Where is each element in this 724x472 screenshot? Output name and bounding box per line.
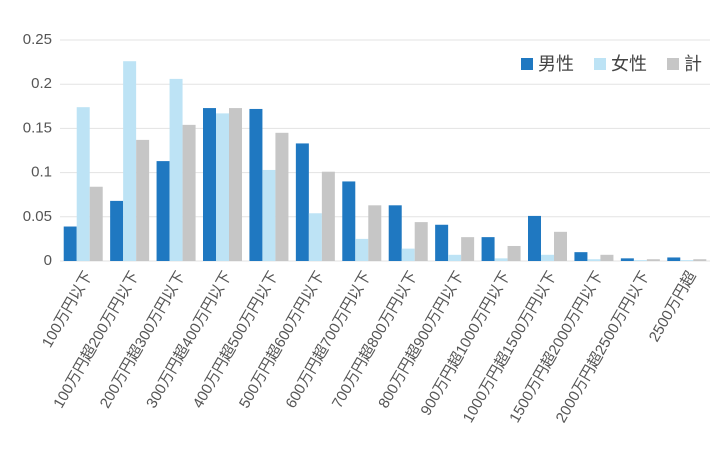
y-tick-label: 0.2 — [31, 75, 52, 92]
x-tick-label: 200万円超300万円以下 — [97, 268, 189, 411]
bar — [507, 245, 521, 261]
bar — [680, 260, 694, 261]
bar — [600, 254, 614, 261]
bar — [461, 237, 475, 261]
bar — [249, 108, 263, 262]
legend-label: 男性 — [538, 54, 574, 74]
bar — [646, 259, 660, 261]
legend-swatch — [521, 58, 533, 70]
y-tick-label: 0.1 — [31, 164, 52, 181]
legend-swatch — [667, 58, 679, 70]
bar — [494, 258, 508, 261]
bar — [123, 61, 137, 261]
x-tick-label: 100万円超200万円以下 — [50, 268, 142, 411]
bar — [528, 215, 541, 261]
x-tick-label: 900万円超1000万円以下 — [418, 268, 514, 418]
x-tick-label: 1500万円超2000万円以下 — [506, 268, 607, 425]
x-tick-label: 800万円超900万円以下 — [375, 268, 467, 411]
x-tick-label: 2000万円超2500万円以下 — [553, 268, 654, 425]
x-tick-label: 700万円超800万円以下 — [329, 268, 421, 411]
bar — [295, 143, 309, 261]
x-tick-label: 400万円超500万円以下 — [190, 268, 282, 411]
bar — [435, 224, 449, 261]
bar — [76, 107, 90, 262]
bar — [203, 108, 216, 262]
x-tick-label: 1000万円超1500万円以下 — [460, 268, 561, 425]
bar — [481, 237, 495, 261]
x-tick-label: 300万円超400万円以下 — [143, 268, 235, 411]
y-tick-label: 0.25 — [23, 31, 52, 48]
bar — [667, 257, 681, 261]
bar — [182, 124, 196, 261]
bar — [89, 186, 103, 261]
y-tick-label: 0.05 — [23, 208, 52, 225]
bar — [388, 205, 402, 261]
bar — [275, 132, 289, 261]
bar — [448, 254, 462, 261]
bar — [229, 108, 242, 262]
bar — [368, 205, 382, 261]
bar — [321, 171, 335, 261]
bar — [633, 260, 647, 261]
bar — [587, 259, 601, 261]
x-tick-label: 500万円超600万円以下 — [236, 268, 328, 411]
bar — [554, 231, 567, 261]
x-tick-label: 2500万円超 — [646, 268, 700, 344]
bar — [414, 222, 428, 261]
bar — [693, 259, 707, 261]
bar — [63, 226, 77, 261]
y-tick-label: 0.15 — [23, 119, 52, 136]
bar — [401, 248, 415, 261]
x-tick-label: 600万円超700万円以下 — [282, 268, 374, 411]
bar — [169, 78, 183, 262]
bar — [620, 258, 634, 261]
bar — [262, 169, 276, 261]
bar — [355, 238, 369, 261]
bar — [136, 139, 150, 261]
legend-swatch — [594, 58, 606, 70]
bar — [342, 181, 356, 261]
bar — [541, 254, 554, 261]
bar — [574, 252, 588, 261]
bar — [156, 161, 170, 261]
y-tick-label: 0 — [44, 252, 52, 269]
bar — [308, 213, 322, 261]
legend-label: 女性 — [611, 54, 647, 74]
bar — [110, 200, 124, 261]
legend-label: 計 — [684, 54, 702, 74]
bar — [216, 113, 229, 261]
